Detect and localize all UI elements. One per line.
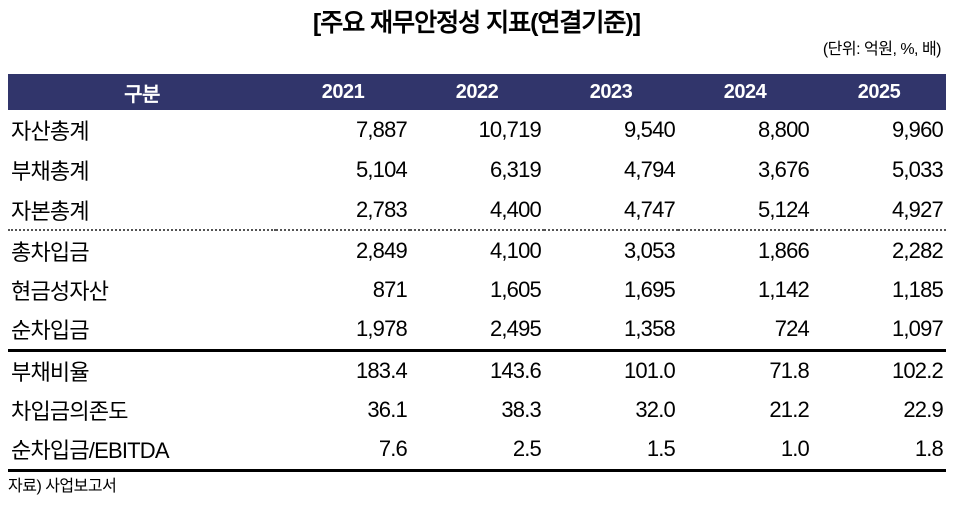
value-cell: 5,124 bbox=[757, 196, 810, 222]
source-note: 자료) 사업보고서 bbox=[8, 477, 117, 495]
value-cell: 7,887 bbox=[355, 117, 408, 142]
value-cell: 2.5 bbox=[410, 430, 544, 472]
row-label: 총차입금 bbox=[8, 229, 276, 270]
value-cell: 183.4 bbox=[276, 348, 410, 390]
value-cell: 1,358 bbox=[623, 316, 676, 342]
header-row: 구분 2021 2022 2023 2024 2025 bbox=[8, 74, 946, 110]
table-header: 구분 2021 2022 2023 2024 2025 bbox=[8, 74, 946, 110]
column-header-label: 구분 bbox=[8, 74, 276, 110]
value-cell: 1,695 bbox=[623, 277, 676, 302]
table-body: 자산총계 7,887 10,719 9,540 8,800 9,960 부채총계 5,104 6… bbox=[8, 110, 946, 472]
value-cell: 21.2 bbox=[769, 397, 809, 422]
row-label: 차입금의존도 bbox=[11, 399, 128, 424]
value-cell: 101.0 bbox=[544, 348, 678, 390]
table-title: [주요 재무안정성 지표(연결기준)] bbox=[312, 9, 641, 37]
value-cell: 38.3 bbox=[501, 397, 541, 422]
value-cell: 2,495 bbox=[489, 316, 542, 342]
unit-note: (단위: 억원, %, 배) bbox=[822, 41, 942, 58]
value-cell: 1,978 bbox=[355, 316, 408, 342]
value-cell: 724 bbox=[774, 316, 810, 342]
value-cell: 1,142 bbox=[757, 277, 810, 302]
row-label: 자본총계 bbox=[11, 198, 90, 224]
row-label: 부채총계 bbox=[11, 159, 90, 184]
value-cell: 71.8 bbox=[678, 348, 812, 390]
value-cell: 10,719 bbox=[478, 117, 542, 142]
value-cell: 4,400 bbox=[489, 196, 542, 222]
value-cell: 5,033 bbox=[891, 157, 944, 182]
value-cell: 36.1 bbox=[367, 397, 407, 422]
table-row: 자산총계 7,887 10,719 9,540 8,800 9,960 bbox=[8, 110, 946, 150]
row-label: 순차입금 bbox=[11, 318, 90, 344]
value-cell: 7.6 bbox=[276, 430, 410, 472]
column-header-year: 2022 bbox=[410, 74, 544, 110]
table-row: 순차입금 1,978 2,495 1,358 724 1,097 bbox=[8, 310, 946, 350]
value-cell: 6,319 bbox=[489, 157, 542, 182]
row-label: 순차입금/EBITDA bbox=[8, 430, 276, 472]
value-cell: 4,100 bbox=[410, 229, 544, 270]
value-cell: 22.9 bbox=[903, 397, 943, 422]
column-header-year: 2024 bbox=[678, 74, 812, 110]
column-header-year: 2021 bbox=[276, 74, 410, 110]
report-page: [주요 재무안정성 지표(연결기준)] (단위: 억원, %, 배) 구분 202… bbox=[0, 8, 953, 525]
value-cell: 9,540 bbox=[623, 117, 676, 142]
value-cell: 3,053 bbox=[544, 229, 678, 270]
value-cell: 32.0 bbox=[635, 397, 675, 422]
table-row: 부채총계 5,104 6,319 4,794 3,676 5,033 bbox=[8, 150, 946, 190]
row-label: 부채비율 bbox=[8, 348, 276, 390]
row-label: 현금성자산 bbox=[11, 279, 109, 304]
value-cell: 871 bbox=[372, 277, 408, 302]
value-cell: 1,097 bbox=[891, 316, 944, 342]
financial-table: 구분 2021 2022 2023 2024 2025 자산총계 7,887 10,719 9,… bbox=[8, 74, 946, 472]
value-cell: 4,747 bbox=[623, 196, 676, 222]
value-cell: 4,927 bbox=[891, 196, 944, 222]
value-cell: 1,605 bbox=[489, 277, 542, 302]
value-cell: 143.6 bbox=[410, 348, 544, 390]
value-cell: 1,866 bbox=[678, 229, 812, 270]
value-cell: 102.2 bbox=[812, 348, 946, 390]
table-row: 부채비율 183.4 143.6 101.0 71.8 102.2 bbox=[8, 348, 946, 390]
value-cell: 9,960 bbox=[891, 117, 944, 142]
table-row: 현금성자산 871 1,605 1,695 1,142 1,185 bbox=[8, 270, 946, 310]
value-cell: 2,783 bbox=[355, 196, 408, 222]
table-row: 차입금의존도 36.1 38.3 32.0 21.2 22.9 bbox=[8, 390, 946, 430]
value-cell: 4,794 bbox=[623, 157, 676, 182]
value-cell: 1.8 bbox=[812, 430, 946, 472]
value-cell: 1,185 bbox=[891, 277, 944, 302]
table-row: 자본총계 2,783 4,400 4,747 5,124 4,927 bbox=[8, 190, 946, 230]
table-row: 순차입금/EBITDA 7.6 2.5 1.5 1.0 1.8 bbox=[8, 430, 946, 472]
row-label: 자산총계 bbox=[11, 119, 90, 144]
value-cell: 5,104 bbox=[355, 157, 408, 182]
value-cell: 1.0 bbox=[678, 430, 812, 472]
value-cell: 1.5 bbox=[544, 430, 678, 472]
table-row: 총차입금 2,849 4,100 3,053 1,866 2,282 bbox=[8, 229, 946, 270]
value-cell: 2,282 bbox=[812, 229, 946, 270]
value-cell: 3,676 bbox=[757, 157, 810, 182]
column-header-year: 2025 bbox=[812, 74, 946, 110]
column-header-year: 2023 bbox=[544, 74, 678, 110]
value-cell: 2,849 bbox=[276, 229, 410, 270]
value-cell: 8,800 bbox=[757, 117, 810, 142]
